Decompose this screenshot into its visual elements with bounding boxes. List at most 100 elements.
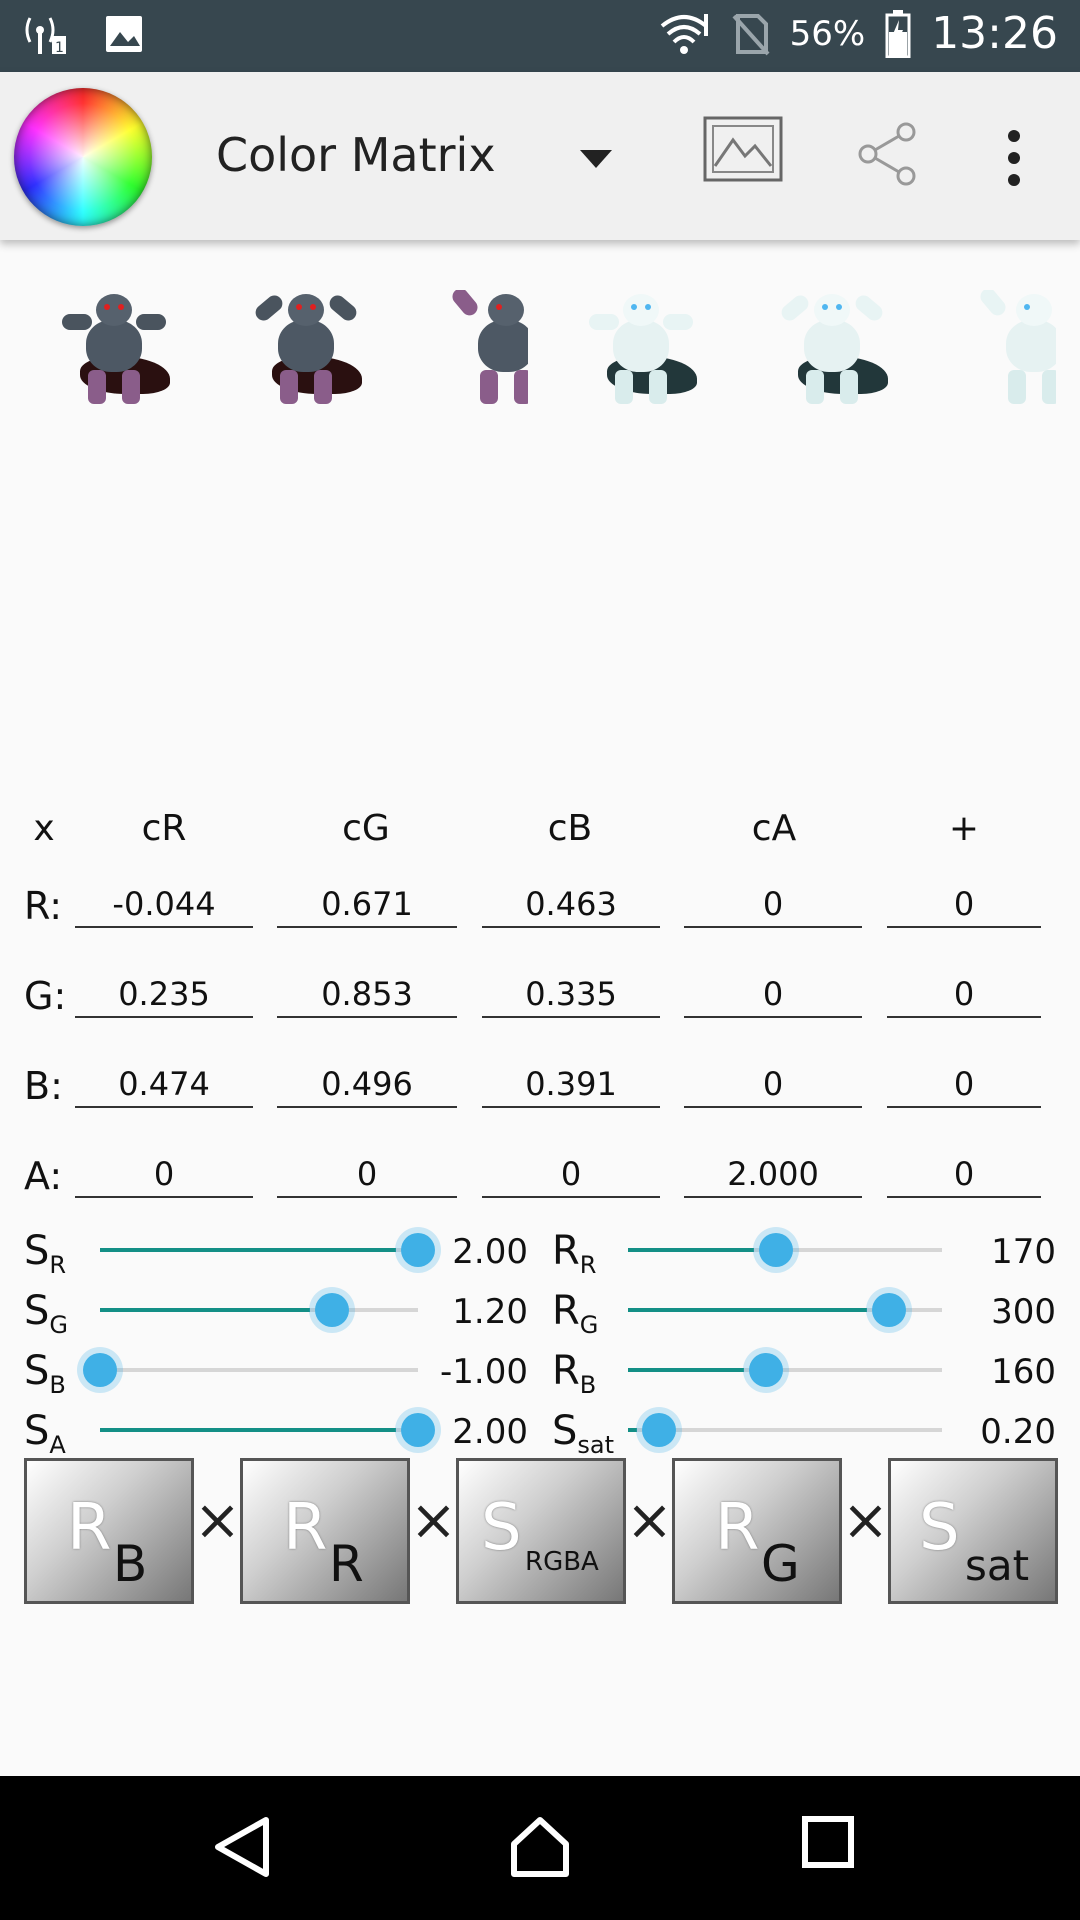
slider-row-left-3: SA 2.00 bbox=[0, 1408, 1080, 1468]
transform-box-rr[interactable]: R R bbox=[240, 1458, 410, 1604]
slider-label-sub: G bbox=[579, 1311, 599, 1339]
slider-label-sub: B bbox=[579, 1371, 597, 1399]
svg-text:1: 1 bbox=[55, 40, 64, 56]
transform-box-srgba[interactable]: S RGBA bbox=[456, 1458, 626, 1604]
slider-label: RR bbox=[552, 1228, 596, 1279]
box-subscript: R bbox=[329, 1535, 364, 1593]
header-plus: + bbox=[948, 808, 980, 849]
clock: 13:26 bbox=[931, 8, 1058, 59]
slider-label-main: S bbox=[24, 1288, 50, 1334]
matrix-cell-input[interactable]: -0.044 bbox=[75, 882, 253, 928]
matrix-cell-input[interactable]: 0.474 bbox=[75, 1062, 253, 1108]
box-main-letter: S bbox=[481, 1491, 522, 1565]
sprite-preview bbox=[50, 290, 1060, 430]
slider-thumb[interactable] bbox=[642, 1413, 677, 1447]
slider-track[interactable] bbox=[628, 1428, 942, 1432]
slider-value: 2.00 bbox=[452, 1412, 528, 1452]
header-x: x bbox=[33, 808, 55, 849]
times-symbol: × bbox=[410, 1488, 457, 1553]
slider-label: SB bbox=[24, 1348, 66, 1399]
matrix-cell-input[interactable]: 0 bbox=[482, 1152, 660, 1198]
header-cb: cB bbox=[547, 808, 593, 849]
slider-label-sub: R bbox=[49, 1251, 67, 1279]
share-icon[interactable] bbox=[856, 122, 920, 186]
slider-row-left-0: SR 2.00 bbox=[0, 1228, 1080, 1288]
home-icon[interactable] bbox=[508, 1816, 572, 1878]
slider-thumb[interactable] bbox=[758, 1233, 793, 1267]
matrix-cell-input[interactable]: 0.235 bbox=[75, 972, 253, 1018]
matrix-cell-input[interactable]: 0 bbox=[887, 1152, 1041, 1198]
row-label: G: bbox=[24, 974, 67, 1018]
matrix-row-r: R: -0.044 0.671 0.463 0 0 bbox=[0, 878, 1080, 938]
slider-thumb[interactable] bbox=[401, 1233, 435, 1267]
matrix-cell-input[interactable]: 0 bbox=[887, 1062, 1041, 1108]
slider-label: SG bbox=[24, 1288, 68, 1339]
slider-label-sub: G bbox=[49, 1311, 68, 1339]
matrix-cell-input[interactable]: 0.391 bbox=[482, 1062, 660, 1108]
box-main-letter: R bbox=[67, 1491, 112, 1565]
sprite-transformed-2 bbox=[776, 290, 888, 410]
slider-value: 2.00 bbox=[452, 1232, 528, 1272]
row-label: B: bbox=[24, 1064, 63, 1108]
slider-label-main: R bbox=[552, 1288, 580, 1334]
matrix-cell-input[interactable]: 0 bbox=[684, 1062, 862, 1108]
box-subscript: G bbox=[761, 1535, 800, 1593]
matrix-cell-input[interactable]: 0 bbox=[75, 1152, 253, 1198]
matrix-cell-input[interactable]: 2.000 bbox=[684, 1152, 862, 1198]
slider-value: 170 bbox=[991, 1232, 1056, 1272]
slider-value: -1.00 bbox=[440, 1352, 528, 1392]
slider-value: 160 bbox=[991, 1352, 1056, 1392]
slider-label: Ssat bbox=[552, 1408, 614, 1459]
matrix-cell-input[interactable]: 0 bbox=[887, 882, 1041, 928]
row-label: R: bbox=[24, 884, 63, 928]
matrix-cell-input[interactable]: 0 bbox=[684, 972, 862, 1018]
signal-icon: 1 bbox=[25, 17, 66, 56]
back-icon[interactable] bbox=[212, 1816, 272, 1878]
color-wheel-logo[interactable] bbox=[14, 88, 152, 226]
matrix-cell-input[interactable]: 0.671 bbox=[277, 882, 457, 928]
matrix-cell-input[interactable]: 0.853 bbox=[277, 972, 457, 1018]
slider-label-main: R bbox=[552, 1348, 580, 1394]
slider-row-right-3: Ssat 0.20 bbox=[0, 1408, 1080, 1468]
header-cg: cG bbox=[342, 808, 390, 849]
dropdown-arrow-icon[interactable] bbox=[580, 150, 612, 168]
slider-thumb[interactable] bbox=[401, 1413, 435, 1447]
image-icon[interactable] bbox=[703, 116, 783, 182]
matrix-cell-input[interactable]: 0.463 bbox=[482, 882, 660, 928]
matrix-cell-input[interactable]: 0.335 bbox=[482, 972, 660, 1018]
battery-charging-icon bbox=[885, 9, 911, 58]
matrix-cell-input[interactable]: 0.496 bbox=[277, 1062, 457, 1108]
transform-box-rb[interactable]: R B bbox=[24, 1458, 194, 1604]
matrix-cell-input[interactable]: 0 bbox=[684, 882, 862, 928]
slider-label-main: S bbox=[552, 1408, 578, 1454]
transform-box-ssat[interactable]: S sat bbox=[888, 1458, 1058, 1604]
slider-label-main: S bbox=[24, 1228, 50, 1274]
slider-thumb[interactable] bbox=[871, 1293, 906, 1327]
slider-track[interactable] bbox=[100, 1368, 418, 1372]
navigation-bar bbox=[0, 1776, 1080, 1920]
box-main-letter: R bbox=[283, 1491, 328, 1565]
app-toolbar: Color Matrix bbox=[0, 72, 1080, 240]
slider-value: 0.20 bbox=[980, 1412, 1056, 1452]
slider-label-main: S bbox=[24, 1408, 50, 1454]
slider-thumb[interactable] bbox=[83, 1353, 117, 1387]
matrix-cell-input[interactable]: 0 bbox=[887, 972, 1041, 1018]
slider-label: RG bbox=[552, 1288, 598, 1339]
slider-row-left-1: SG 1.20 bbox=[0, 1288, 1080, 1348]
page-title[interactable]: Color Matrix bbox=[216, 128, 496, 182]
box-subscript: RGBA bbox=[525, 1547, 599, 1577]
slider-track[interactable] bbox=[628, 1368, 942, 1372]
header-ca: cA bbox=[751, 808, 797, 849]
battery-percent: 56% bbox=[789, 13, 866, 54]
transform-box-rg[interactable]: R G bbox=[672, 1458, 842, 1604]
no-sim-icon bbox=[732, 13, 770, 55]
recents-icon[interactable] bbox=[802, 1816, 854, 1868]
overflow-menu-icon[interactable] bbox=[1000, 130, 1028, 186]
slider-label: RB bbox=[552, 1348, 596, 1399]
slider-thumb[interactable] bbox=[315, 1293, 350, 1327]
matrix-cell-input[interactable]: 0 bbox=[277, 1152, 457, 1198]
slider-thumb[interactable] bbox=[749, 1353, 784, 1387]
slider-fill bbox=[100, 1308, 311, 1312]
slider-value: 1.20 bbox=[452, 1292, 528, 1332]
slider-value: 300 bbox=[991, 1292, 1056, 1332]
